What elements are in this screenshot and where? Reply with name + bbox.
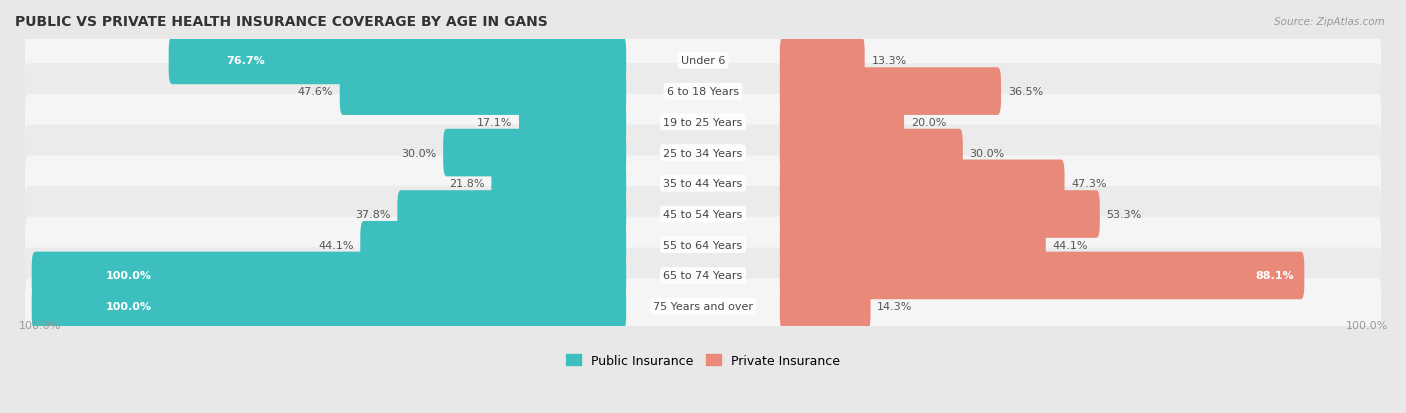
Text: Source: ZipAtlas.com: Source: ZipAtlas.com <box>1274 17 1385 26</box>
Text: 100.0%: 100.0% <box>1346 320 1388 330</box>
Text: 76.7%: 76.7% <box>226 56 264 66</box>
Text: 53.3%: 53.3% <box>1107 209 1142 219</box>
Text: 35 to 44 Years: 35 to 44 Years <box>664 179 742 189</box>
Text: 100.0%: 100.0% <box>18 320 60 330</box>
Text: 75 Years and over: 75 Years and over <box>652 301 754 311</box>
Text: 47.6%: 47.6% <box>298 87 333 97</box>
FancyBboxPatch shape <box>25 217 1381 273</box>
FancyBboxPatch shape <box>398 191 626 238</box>
Text: PUBLIC VS PRIVATE HEALTH INSURANCE COVERAGE BY AGE IN GANS: PUBLIC VS PRIVATE HEALTH INSURANCE COVER… <box>15 15 548 29</box>
Text: 100.0%: 100.0% <box>105 301 152 311</box>
Text: 13.3%: 13.3% <box>872 56 907 66</box>
FancyBboxPatch shape <box>25 278 1381 335</box>
Text: 47.3%: 47.3% <box>1071 179 1107 189</box>
Text: 36.5%: 36.5% <box>1008 87 1043 97</box>
Text: 17.1%: 17.1% <box>477 118 512 128</box>
Text: 25 to 34 Years: 25 to 34 Years <box>664 148 742 158</box>
FancyBboxPatch shape <box>360 221 626 269</box>
FancyBboxPatch shape <box>780 68 1001 116</box>
FancyBboxPatch shape <box>491 160 626 208</box>
FancyBboxPatch shape <box>32 252 626 299</box>
Legend: Public Insurance, Private Insurance: Public Insurance, Private Insurance <box>561 349 845 372</box>
FancyBboxPatch shape <box>780 129 963 177</box>
Text: 45 to 54 Years: 45 to 54 Years <box>664 209 742 219</box>
FancyBboxPatch shape <box>25 248 1381 304</box>
FancyBboxPatch shape <box>25 125 1381 181</box>
Text: 65 to 74 Years: 65 to 74 Years <box>664 271 742 281</box>
FancyBboxPatch shape <box>25 64 1381 120</box>
Text: 6 to 18 Years: 6 to 18 Years <box>666 87 740 97</box>
Text: 30.0%: 30.0% <box>401 148 436 158</box>
FancyBboxPatch shape <box>780 221 1046 269</box>
FancyBboxPatch shape <box>340 68 626 116</box>
Text: 21.8%: 21.8% <box>449 179 485 189</box>
FancyBboxPatch shape <box>780 191 1099 238</box>
Text: 88.1%: 88.1% <box>1256 271 1295 281</box>
Text: 44.1%: 44.1% <box>318 240 353 250</box>
Text: 55 to 64 Years: 55 to 64 Years <box>664 240 742 250</box>
FancyBboxPatch shape <box>780 252 1305 299</box>
Text: Under 6: Under 6 <box>681 56 725 66</box>
FancyBboxPatch shape <box>519 99 626 146</box>
FancyBboxPatch shape <box>32 283 626 330</box>
FancyBboxPatch shape <box>25 187 1381 242</box>
Text: 100.0%: 100.0% <box>105 271 152 281</box>
FancyBboxPatch shape <box>780 283 870 330</box>
Text: 14.3%: 14.3% <box>877 301 912 311</box>
Text: 44.1%: 44.1% <box>1053 240 1088 250</box>
FancyBboxPatch shape <box>25 156 1381 212</box>
Text: 30.0%: 30.0% <box>970 148 1005 158</box>
FancyBboxPatch shape <box>780 160 1064 208</box>
FancyBboxPatch shape <box>780 99 904 146</box>
Text: 19 to 25 Years: 19 to 25 Years <box>664 118 742 128</box>
Text: 37.8%: 37.8% <box>356 209 391 219</box>
FancyBboxPatch shape <box>169 38 626 85</box>
FancyBboxPatch shape <box>443 129 626 177</box>
FancyBboxPatch shape <box>25 95 1381 150</box>
FancyBboxPatch shape <box>25 33 1381 89</box>
Text: 20.0%: 20.0% <box>911 118 946 128</box>
FancyBboxPatch shape <box>780 38 865 85</box>
